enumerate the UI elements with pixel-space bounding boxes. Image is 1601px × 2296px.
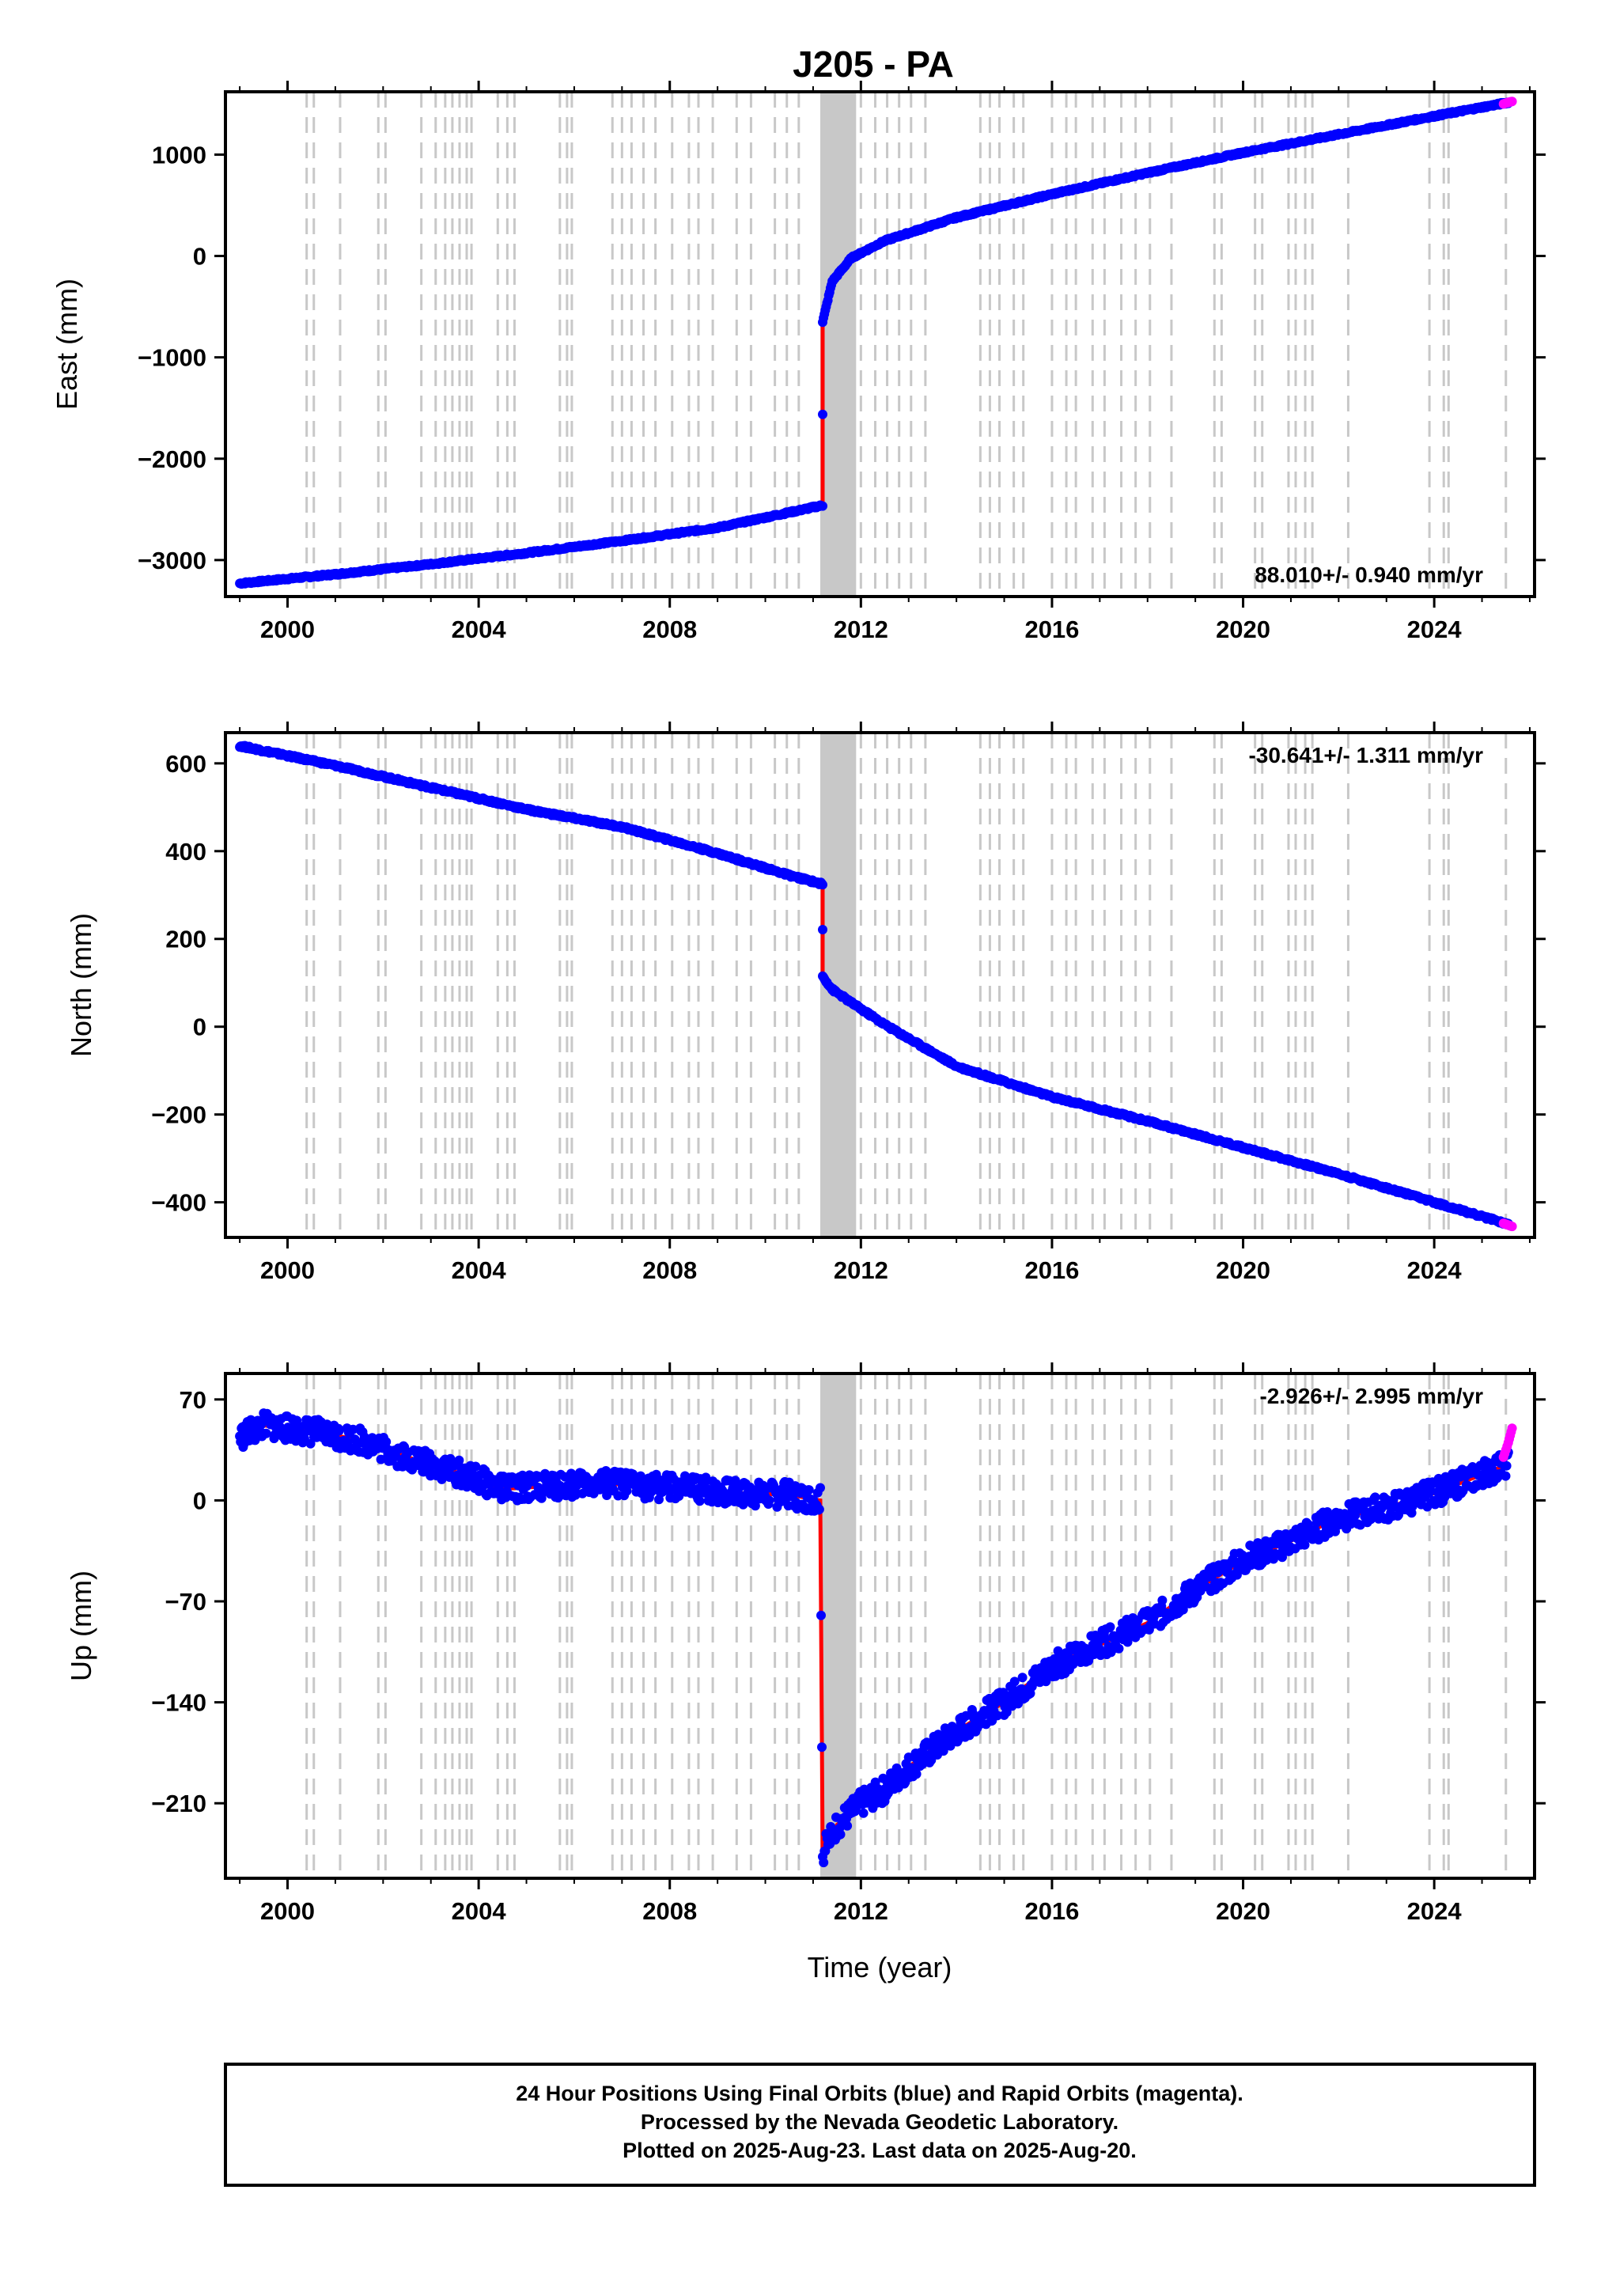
y-tick-label: 0 [193, 1487, 206, 1514]
x-tick-label: 2004 [452, 616, 507, 643]
x-tick-label: 2020 [1216, 1256, 1270, 1284]
footer-line-2: Processed by the Nevada Geodetic Laborat… [641, 2110, 1118, 2134]
final-orbit-point [816, 1610, 826, 1620]
x-tick-label: 2004 [452, 1256, 507, 1284]
final-orbit-point [1157, 1595, 1168, 1605]
x-tick-label: 2012 [834, 1256, 888, 1284]
up-panel: 2000 2004 2008 2012 2016 2020 2024 −210 −140 −70 0… [65, 1362, 1546, 1983]
y-tick-label: −2000 [138, 445, 206, 473]
x-tick-label: 2008 [642, 1897, 697, 1925]
east-ylabel: East (mm) [51, 278, 83, 410]
y-tick-label: 200 [165, 926, 206, 953]
north-plot-frame [224, 731, 1536, 1239]
north-ylabel: North (mm) [65, 913, 97, 1057]
x-tick-label: 2020 [1216, 1897, 1270, 1925]
east-rate-label: 88.010+/- 0.940 mm/yr [1255, 563, 1483, 587]
x-tick-label: 2016 [1024, 616, 1079, 643]
north-rate-label: -30.641+/- 1.311 mm/yr [1248, 743, 1483, 767]
final-orbit-point [816, 1483, 825, 1493]
x-tick-label: 2024 [1407, 1256, 1463, 1284]
final-orbit-point [817, 1742, 827, 1752]
final-orbit-point [858, 1808, 869, 1818]
chart-title: J205 - PA [793, 44, 954, 85]
y-tick-label: 1000 [152, 141, 206, 169]
final-orbit-point [818, 409, 827, 419]
x-tick-label: 2024 [1407, 1897, 1463, 1925]
final-orbit-point [819, 1858, 829, 1868]
x-tick-label: 2000 [260, 1256, 315, 1284]
footer-line-3: Plotted on 2025-Aug-23. Last data on 202… [623, 2139, 1137, 2162]
final-orbit-point [261, 1428, 271, 1438]
east-panel: 2000 2004 2008 2012 2016 2020 2024 −3000 −2000 −1… [51, 81, 1546, 643]
final-orbit-point [381, 1437, 392, 1447]
footer-line-1: 24 Hour Positions Using Final Orbits (bl… [516, 2082, 1243, 2105]
north-model-fit-line [239, 744, 1509, 1226]
x-tick-label: 2020 [1216, 616, 1270, 643]
final-orbit-point [1114, 1643, 1124, 1654]
final-orbit-point [695, 1496, 705, 1506]
east-model-fit-line [239, 100, 1509, 585]
y-tick-label: −140 [151, 1689, 206, 1717]
x-tick-label: 2024 [1407, 616, 1463, 643]
final-orbit-point [1501, 1461, 1512, 1471]
north-panel: 2000 2004 2008 2012 2016 2020 2024 −400 −200 0 200… [65, 722, 1546, 1284]
final-orbit-point [818, 501, 827, 511]
rapid-orbit-point [1507, 1423, 1517, 1434]
final-orbit-point [1501, 1471, 1511, 1481]
y-tick-label: 0 [193, 1013, 206, 1041]
y-tick-label: −400 [151, 1189, 206, 1217]
east-plot-frame [224, 90, 1536, 598]
final-orbit-point [818, 925, 827, 934]
final-orbit-point [842, 1821, 853, 1831]
y-tick-label: 70 [180, 1386, 206, 1414]
final-orbit-point [1370, 1492, 1380, 1502]
time-xlabel: Time (year) [808, 1951, 952, 1983]
x-tick-label: 2016 [1024, 1256, 1079, 1284]
final-orbit-point [804, 1485, 814, 1495]
y-tick-label: 400 [165, 838, 206, 866]
y-tick-label: −1000 [138, 344, 206, 372]
y-tick-label: 0 [193, 243, 206, 271]
final-orbit-point [818, 880, 827, 890]
x-tick-label: 2008 [642, 1256, 697, 1284]
x-tick-label: 2012 [834, 1897, 888, 1925]
final-orbit-point [835, 1829, 846, 1839]
final-orbit-point [764, 1495, 774, 1506]
final-orbit-point [1017, 1673, 1028, 1683]
x-tick-label: 2012 [834, 616, 888, 643]
x-tick-label: 2000 [260, 1897, 315, 1925]
footer-box: 24 Hour Positions Using Final Orbits (bl… [224, 2063, 1536, 2187]
y-tick-label: 600 [165, 750, 206, 778]
x-tick-label: 2000 [260, 616, 315, 643]
x-tick-label: 2008 [642, 616, 697, 643]
up-ylabel: Up (mm) [65, 1570, 97, 1681]
y-tick-label: −200 [151, 1101, 206, 1129]
rapid-orbit-point [1507, 97, 1517, 107]
x-tick-label: 2004 [452, 1897, 507, 1925]
up-rate-label: -2.926+/- 2.995 mm/yr [1259, 1384, 1483, 1408]
y-tick-label: −70 [165, 1588, 206, 1616]
final-orbit-point [814, 1504, 824, 1514]
y-tick-label: −210 [151, 1790, 206, 1817]
y-tick-label: −3000 [138, 547, 206, 574]
event-band [819, 92, 857, 597]
rapid-orbit-point [1507, 1222, 1517, 1232]
x-tick-label: 2016 [1024, 1897, 1079, 1925]
final-orbit-point [1105, 1622, 1115, 1632]
